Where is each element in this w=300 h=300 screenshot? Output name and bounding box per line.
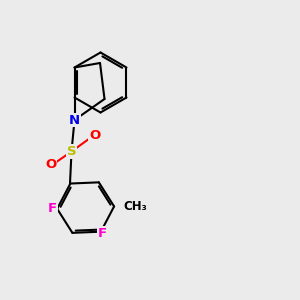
Text: O: O xyxy=(89,129,100,142)
Text: S: S xyxy=(67,145,76,158)
Text: F: F xyxy=(98,227,107,240)
Text: F: F xyxy=(48,202,57,215)
Text: N: N xyxy=(69,113,80,127)
Text: CH₃: CH₃ xyxy=(123,200,147,213)
Text: O: O xyxy=(45,158,56,172)
